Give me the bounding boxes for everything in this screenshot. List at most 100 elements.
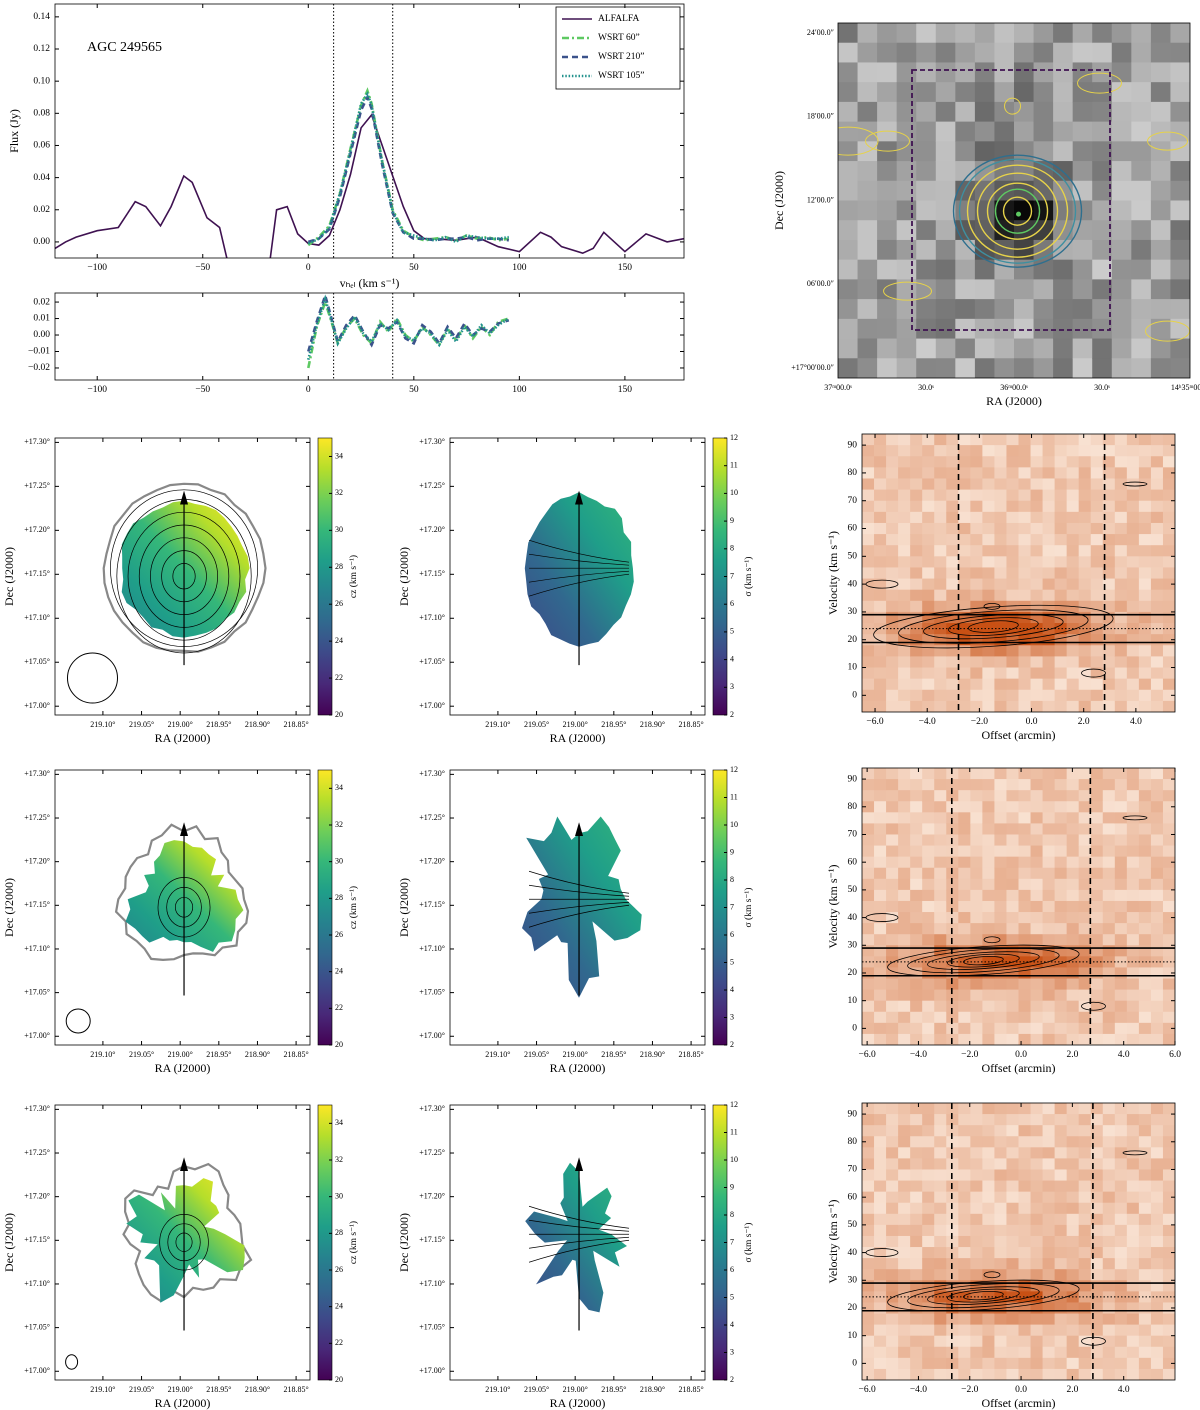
pv-cell [1090, 1213, 1104, 1226]
pv-cell [874, 1357, 887, 1370]
pixel [1111, 200, 1132, 221]
pv-cell [1114, 1011, 1128, 1024]
pv-cell [862, 912, 875, 924]
pv-cell [1030, 779, 1044, 791]
pv-cell [1006, 689, 1019, 702]
pv-cell [898, 812, 911, 824]
x-tick-label: 219.10° [90, 1050, 115, 1059]
pv-cell [982, 845, 995, 858]
pv-cell [910, 467, 923, 479]
pv-cell [886, 912, 899, 924]
pv-cell [1102, 923, 1116, 935]
pv-cell [994, 678, 1007, 691]
pv-cell [994, 1000, 1007, 1013]
pv-cell [982, 812, 995, 824]
colorbar-tick-label: 7 [730, 571, 734, 580]
pv-cell [1078, 1302, 1092, 1315]
pv-cell [874, 1247, 887, 1259]
pv-cell [946, 1224, 959, 1237]
pv-cell [1162, 522, 1175, 535]
pv-cell [910, 1191, 923, 1204]
pv-cell [910, 478, 923, 491]
pv-cell [1078, 522, 1092, 535]
pv-cell [1066, 689, 1080, 702]
pv-cell [1066, 1247, 1080, 1259]
pv-cell [1126, 1269, 1140, 1281]
pv-cell [1018, 534, 1032, 546]
axes-frame [837, 22, 1191, 379]
pv-cell [862, 1033, 875, 1045]
pv-cell [1078, 689, 1092, 702]
pv-cell [862, 578, 875, 591]
pv-cell [1042, 578, 1056, 591]
pv-cell [862, 1202, 875, 1215]
pv-cell [922, 1280, 935, 1292]
pv-cell [874, 823, 887, 835]
pv-cell [1114, 1324, 1128, 1337]
pv-cell [874, 656, 887, 669]
pv-cell [946, 522, 959, 535]
colorbar-tick-label: 12 [730, 765, 738, 774]
pv-cell [898, 467, 911, 479]
pv-cell [1090, 945, 1104, 957]
pv-cell [862, 623, 875, 635]
pv-cell [1066, 923, 1080, 935]
pv-cell [862, 445, 875, 457]
y-tick-label: 40 [848, 579, 858, 589]
pv-cell [946, 578, 959, 591]
pv-cell [922, 967, 935, 980]
pv-cell [1042, 1313, 1056, 1326]
pv-cell [994, 956, 1007, 968]
y-tick-label: +17.25° [24, 481, 50, 490]
x-tick-label: 219.05° [129, 720, 154, 729]
pixel [857, 200, 878, 221]
pv-cell [1066, 1125, 1080, 1137]
pv-cell [1018, 989, 1032, 1002]
pv-cell [1162, 1158, 1175, 1170]
pv-cell [1078, 1136, 1092, 1148]
pv-cell [898, 489, 911, 502]
pv-cell [1090, 1114, 1104, 1126]
pixel [1131, 161, 1152, 182]
pv-cell [886, 889, 899, 902]
pv-cell [1006, 1302, 1019, 1315]
pixel [974, 318, 995, 340]
pv-cell [1090, 845, 1104, 858]
pv-cell [1030, 989, 1044, 1002]
pv-cell [1018, 645, 1032, 657]
pv-cell [1042, 1324, 1056, 1337]
pv-cell [970, 1313, 983, 1326]
pv-cell [1138, 500, 1152, 513]
x-tick-label: 219.00° [168, 1385, 193, 1394]
pv-cell [1138, 667, 1152, 680]
pv-cell [1078, 456, 1092, 468]
pv-cell [1114, 522, 1128, 535]
pv-cell [1018, 556, 1032, 568]
pv-cell [910, 801, 923, 813]
pv-cell [1042, 589, 1056, 602]
pv-cell [982, 1103, 995, 1115]
pixel [935, 161, 956, 182]
pv-cell [886, 1324, 899, 1337]
pv-cell [970, 1202, 983, 1215]
pv-cell [1018, 768, 1032, 780]
pv-cell [970, 634, 983, 646]
pixel [838, 62, 859, 83]
pixel [1131, 141, 1152, 162]
pixel [896, 239, 917, 261]
pv-cell [1078, 834, 1092, 847]
pv-cell [1006, 667, 1019, 680]
pv-cell [1078, 1191, 1092, 1204]
pv-cell [982, 1125, 995, 1137]
colorbar-label: cz (km s⁻¹) [348, 886, 359, 929]
x-tick-label: 218.95° [601, 1050, 626, 1059]
pixel [1033, 82, 1054, 103]
pv-cell [910, 545, 923, 557]
pv-cell [910, 1136, 923, 1148]
pv-cell [994, 989, 1007, 1002]
x-tick-label: 4.0 [1118, 1385, 1130, 1395]
pv-cell [874, 779, 887, 791]
pv-cell [1042, 1114, 1056, 1126]
pv-cell [934, 534, 947, 546]
pv-cell [862, 1313, 875, 1326]
